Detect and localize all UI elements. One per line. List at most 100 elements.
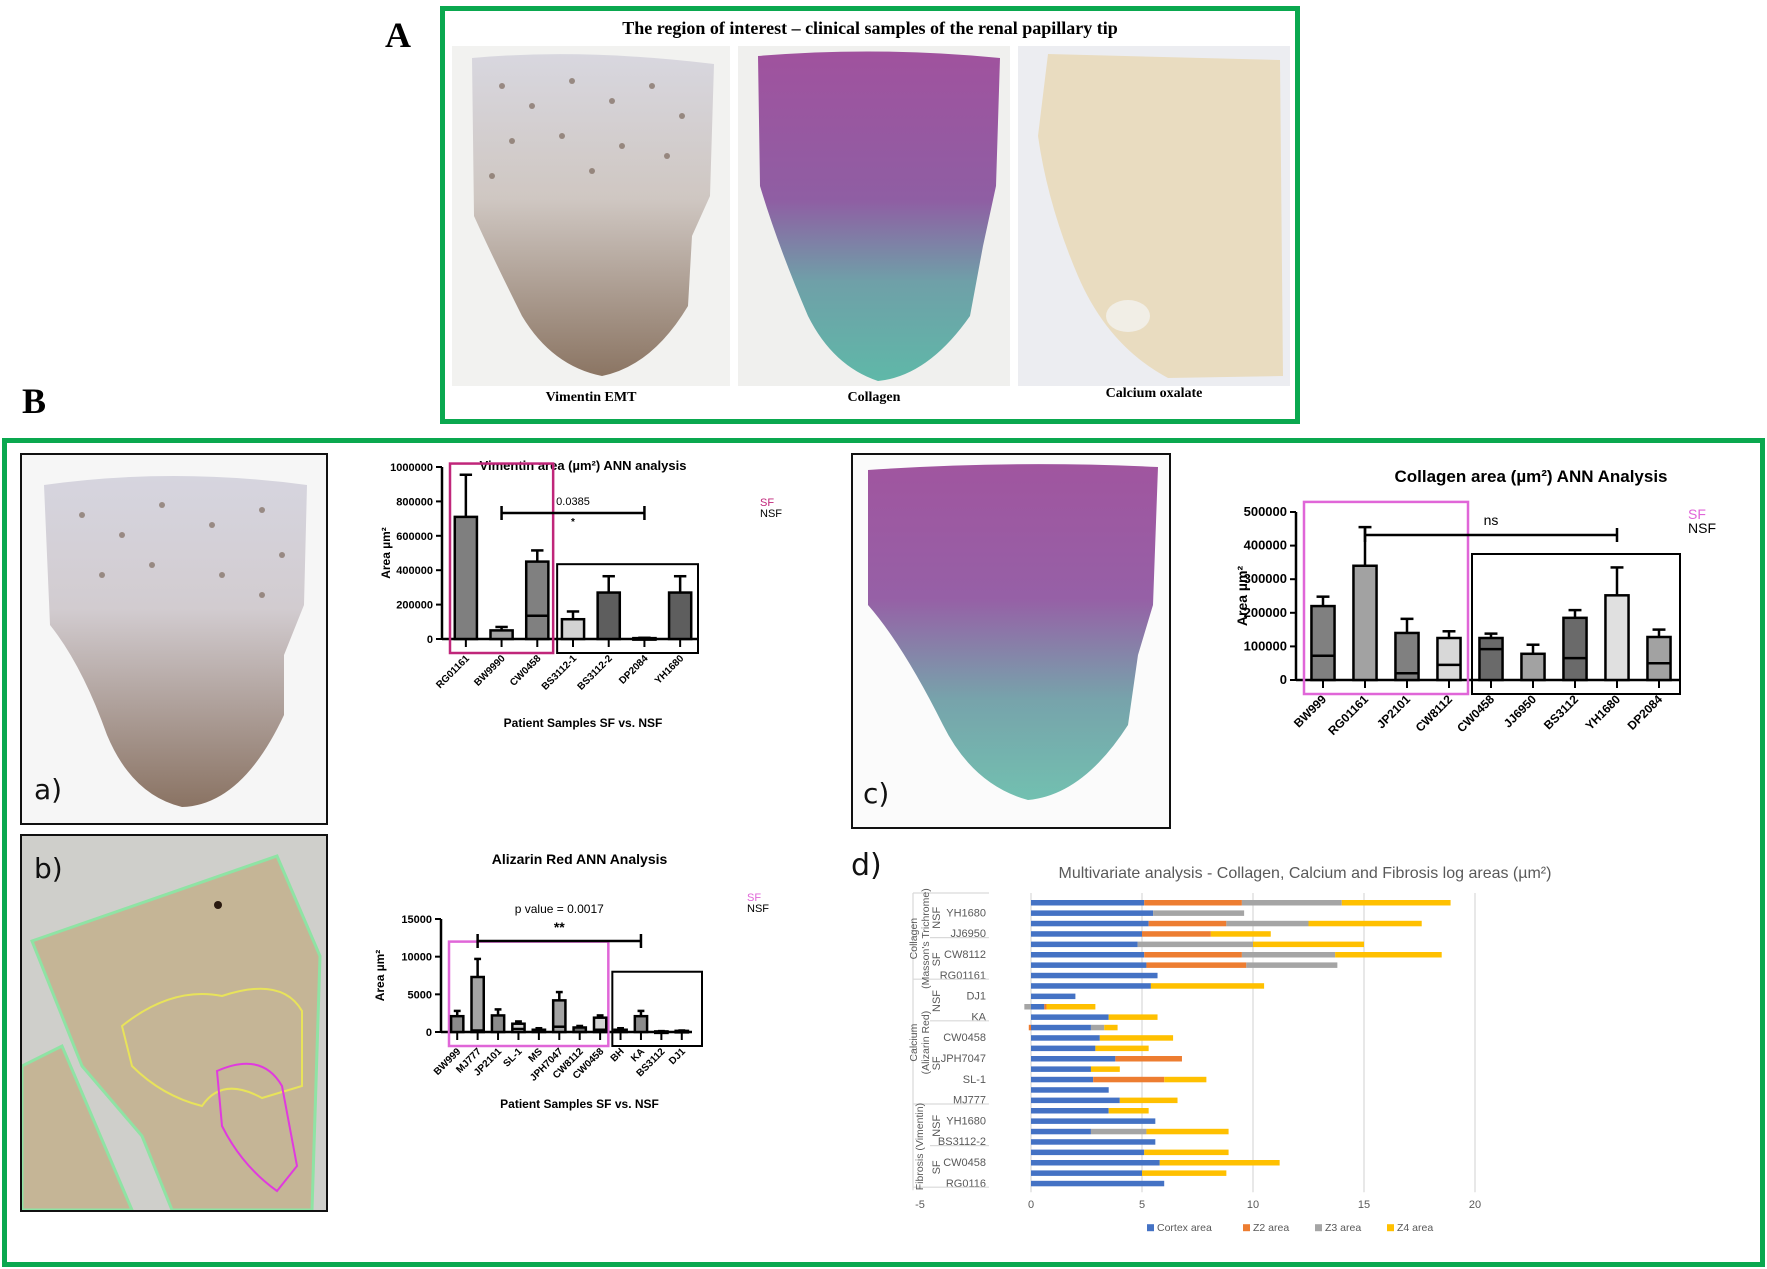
stacked-bar-segment: [1031, 1160, 1160, 1166]
stacked-bar-segment: [1024, 1004, 1031, 1010]
y-tick-label: 100000: [1244, 638, 1287, 653]
stacked-bar-segment: [1308, 920, 1422, 927]
row-label: CW0458: [943, 1032, 986, 1044]
bar: [572, 1026, 588, 1034]
legend-sf: SF: [760, 497, 774, 509]
legend-nsf: NSF: [1688, 520, 1716, 536]
y-tick-label: 0: [426, 1027, 432, 1039]
x-tick-label: 5: [1139, 1199, 1145, 1211]
y-tick-label: 400000: [1244, 538, 1287, 553]
row-label: DJ1: [966, 991, 986, 1003]
stacked-bar-segment: [1044, 1004, 1047, 1010]
bar: [470, 975, 485, 1034]
x-tick-label: YH1680: [1583, 692, 1624, 733]
y-tick-label: 200000: [1244, 605, 1287, 620]
stacked-bar-segment: [1144, 1149, 1229, 1156]
stacked-bar-segment: [1095, 1045, 1149, 1052]
x-tick-label: RG01161: [434, 653, 472, 691]
vimentin-sample-image: a): [20, 453, 328, 825]
stacked-bar-segment: [1031, 1024, 1091, 1031]
stacked-bar-segment: [1159, 1160, 1280, 1166]
legend-label: Z3 area: [1325, 1222, 1361, 1234]
x-tick-label: DJ1: [667, 1046, 688, 1067]
stacked-bar-segment: [1144, 952, 1242, 958]
x-tick-label: CW8112: [1413, 692, 1456, 735]
stacked-bar-segment: [1142, 1170, 1227, 1176]
stacked-bar-segment: [1031, 983, 1151, 989]
legend-swatch: [1387, 1224, 1394, 1232]
legend-label: Cortex area: [1157, 1222, 1212, 1234]
stacked-bar-segment: [1028, 1024, 1031, 1031]
panel-a-frame: [440, 6, 1300, 424]
vimentin-bar-chart: Vimentin area (µm²) ANN analysis 0 200000 4…: [379, 458, 782, 730]
legend-label: Z2 area: [1253, 1222, 1289, 1234]
sf-group-box: [1302, 500, 1470, 696]
stacked-bar-segment: [1031, 1087, 1109, 1093]
p-value-label: ns: [1484, 512, 1499, 528]
stacked-bar-segment: [1031, 1139, 1156, 1145]
stacked-bar-segment: [1108, 1108, 1149, 1114]
subgroup-label: NSF: [931, 1115, 943, 1137]
stacked-bar-segment: [1115, 1056, 1182, 1062]
stacked-bar-segment: [1031, 1076, 1094, 1083]
nsf-group-box: [556, 563, 699, 654]
legend-nsf: NSF: [760, 508, 782, 520]
calcium-oxalate-tissue-image: [1018, 46, 1290, 386]
x-tick-label: 0: [1028, 1199, 1034, 1211]
y-tick-label: 15000: [401, 914, 432, 926]
stacked-bar-segment: [1335, 952, 1442, 958]
x-axis-label: Patient Samples SF vs. NSF: [504, 716, 663, 730]
x-tick-label: YH1680: [653, 653, 687, 687]
x-tick-label: DP2084: [1625, 692, 1666, 733]
bar: [1436, 636, 1462, 682]
stacked-bar-segment: [1246, 962, 1338, 968]
stacked-bar-segment: [1031, 900, 1145, 906]
stacked-bar-segment: [1031, 1149, 1145, 1156]
x-tick-label: CW0458: [1454, 692, 1497, 735]
stacked-bar-segment: [1241, 952, 1336, 958]
stacked-bar-segment: [1108, 1014, 1158, 1020]
stacked-bar-segment: [1031, 962, 1147, 968]
x-tick-label: -5: [915, 1199, 925, 1211]
row-label: MJ777: [953, 1095, 986, 1107]
caption-collagen: Collagen: [847, 390, 901, 405]
nsf-group-box: [611, 970, 704, 1048]
bar: [596, 591, 622, 641]
subgroup-label: SF: [931, 1160, 943, 1174]
caption-vimentin-emt: Vimentin EMT: [545, 390, 637, 405]
stacked-bar-segment: [1031, 972, 1158, 979]
bar: [1352, 564, 1378, 682]
alizarin-bar-chart: Alizarin Red ANN Analysis 0 5000 10000 15000…: [373, 851, 769, 1111]
bar: [560, 617, 586, 641]
y-tick-label: 400000: [396, 565, 433, 577]
stacked-bar-segment: [1146, 962, 1247, 968]
bar: [1520, 652, 1546, 682]
p-value-label: 0.0385: [556, 496, 590, 508]
stacked-bar-segment: [1148, 920, 1227, 927]
bar: [531, 1028, 547, 1034]
row-label: CW0458: [943, 1157, 986, 1169]
stacked-bar-segment: [1031, 1066, 1091, 1072]
panel-b-letter: B: [22, 381, 47, 421]
row-label: BS3112-2: [938, 1136, 986, 1148]
row-label: YH1680: [946, 1115, 986, 1127]
bar: [524, 560, 550, 641]
x-tick-label: JP2101: [1374, 692, 1413, 731]
y-tick-label: 200000: [396, 600, 433, 612]
x-tick-label: BS3112: [1541, 692, 1581, 732]
row-label: RG01161: [940, 970, 986, 982]
y-tick-label: 800000: [396, 496, 433, 508]
bar: [667, 591, 693, 641]
panel-b-frame: [2, 438, 1765, 1267]
stacked-bar-segment: [1031, 993, 1076, 1000]
chart-title: Vimentin area (µm²) ANN analysis: [480, 458, 687, 473]
bar: [490, 1014, 506, 1034]
significance-stars: **: [554, 919, 565, 935]
bar: [613, 1028, 628, 1034]
caption-calcium-oxalate: Calcium oxalate: [1105, 386, 1203, 401]
panel-a-title: The region of interest – clinical sample…: [622, 18, 1118, 38]
stacked-bar-segment: [1031, 1045, 1096, 1052]
stacked-bar-segment: [1164, 1076, 1207, 1083]
alizarin-sample-image: b): [20, 834, 328, 1212]
sublabel-a: a): [34, 773, 63, 806]
